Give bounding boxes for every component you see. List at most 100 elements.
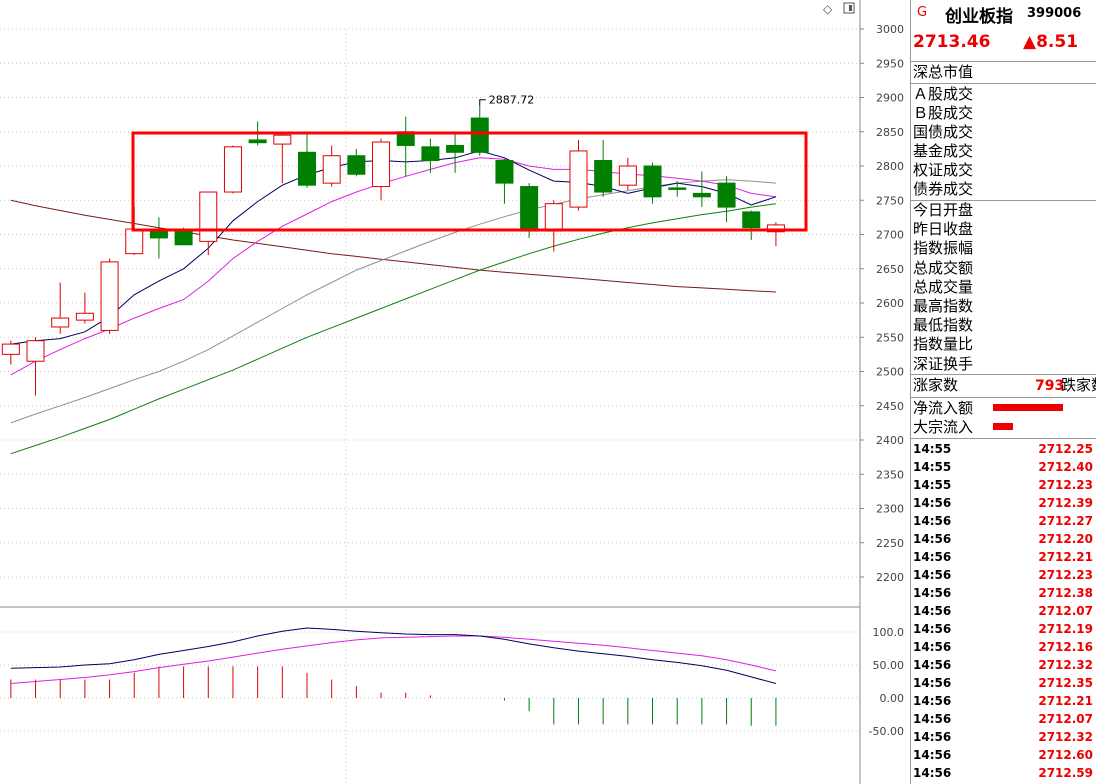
tick-price: 2712.27 (1038, 514, 1093, 528)
candle-up (544, 203, 563, 232)
tick-price: 2712.32 (1038, 658, 1093, 672)
tick-price: 2712.23 (1038, 478, 1093, 492)
stat-label-5: 最高指数 (913, 297, 974, 315)
rise-count: 793 (1035, 378, 1065, 394)
divider (911, 200, 1096, 201)
candle-down (692, 192, 711, 198)
turnover-label-0: Ａ股成交 (913, 85, 974, 103)
tick-row: 14:56 2712.32 (913, 656, 1096, 674)
candle-up (766, 224, 785, 233)
tick-price: 2712.60 (1038, 748, 1093, 762)
candle-down (643, 165, 662, 198)
window-toggle-icon (843, 2, 855, 14)
turnover-label-1: Ｂ股成交 (913, 104, 974, 122)
tick-price: 2712.32 (1038, 730, 1093, 744)
stat-label-2: 指数振幅 (913, 239, 974, 258)
tick-row: 14:56 2712.07 (913, 710, 1096, 728)
diamond-icon: ◇ (823, 2, 833, 16)
panel-header: G 创业板指 399006 (911, 0, 1096, 27)
y-tick-label: 2700 (876, 229, 904, 242)
tick-row: 14:56 2712.39 (913, 494, 1096, 512)
divider (911, 61, 1096, 62)
tick-row: 14:56 2712.21 (913, 692, 1096, 710)
y-tick-label: 2600 (876, 297, 904, 310)
tick-row: 14:56 2712.16 (913, 638, 1096, 656)
candle-up (223, 146, 242, 193)
tick-time: 14:55 (913, 460, 952, 474)
stat-label-8: 深证换手 (913, 354, 974, 373)
candle-up (199, 191, 218, 242)
tick-price: 2712.40 (1038, 460, 1093, 474)
candle-up (569, 150, 588, 208)
tick-time: 14:56 (913, 514, 952, 528)
tick-row: 14:56 2712.23 (913, 566, 1096, 584)
tick-price: 2712.25 (1038, 442, 1093, 456)
tick-row: 14:55 2712.40 (913, 458, 1096, 476)
net-inflow-bar (993, 404, 1063, 411)
tick-price: 2712.35 (1038, 676, 1093, 690)
y-tick-label: 2250 (876, 537, 904, 550)
tick-row: 14:56 2712.59 (913, 764, 1096, 782)
index-code: 399006 (1027, 6, 1082, 21)
tick-price: 2712.23 (1038, 568, 1093, 582)
stat-label-a-0: 深总市值 (913, 63, 974, 81)
tick-time: 14:55 (913, 442, 952, 456)
high-marker (479, 99, 486, 106)
y-tick-label: 2650 (876, 263, 904, 276)
candle-down (495, 160, 514, 184)
ma60-line (10, 203, 776, 455)
divider (911, 83, 1096, 84)
rise-label: 涨家数 (913, 376, 959, 394)
fall-label: 跌家数 (1061, 376, 1096, 394)
tick-price: 2712.39 (1038, 496, 1093, 510)
candle-down (668, 187, 687, 190)
macd-tick-label: 0.00 (880, 692, 905, 705)
stat-label-1: 昨日收盘 (913, 220, 974, 239)
candle-up (1, 343, 20, 355)
turnover-label-2: 国债成交 (913, 123, 974, 141)
flow-section: 净流入额 大宗流入 (911, 398, 1096, 438)
candle-down (594, 160, 613, 193)
candle-down (298, 151, 316, 186)
candle-down (446, 144, 465, 153)
kline-chart-area[interactable]: ◇ 3000 2950 2900 2850 2800 2750 2700 2650 2600 255… (0, 0, 910, 784)
y-tick-label: 2750 (876, 194, 904, 207)
candle-up (125, 228, 144, 255)
tick-time: 14:56 (913, 766, 952, 780)
kline-chart[interactable]: ◇ 3000 2950 2900 2850 2800 2750 2700 2650 2600 255… (0, 0, 910, 784)
tick-price: 2712.20 (1038, 532, 1093, 546)
tick-time: 14:56 (913, 496, 952, 510)
y-tick-label: 3000 (876, 23, 904, 36)
tick-price: 2712.07 (1038, 712, 1093, 726)
tick-time: 14:55 (913, 478, 952, 492)
tick-row: 14:56 2712.20 (913, 530, 1096, 548)
macd-tick-label: 50.00 (873, 659, 905, 672)
stat-label-6: 最低指数 (913, 316, 974, 335)
candle-up (322, 155, 341, 184)
y-tick-label: 2200 (876, 571, 904, 584)
candle-down (742, 211, 761, 229)
block-inflow-label: 大宗流入 (913, 418, 974, 436)
tick-time: 14:56 (913, 532, 952, 546)
tick-time: 14:56 (913, 568, 952, 582)
tick-price: 2712.21 (1038, 550, 1093, 564)
tick-time: 14:56 (913, 694, 952, 708)
macd-dea-line (10, 635, 777, 684)
turnover-label-5: 债券成交 (913, 180, 974, 198)
tick-row: 14:56 2712.38 (913, 584, 1096, 602)
divider (911, 374, 1096, 375)
candle-down (717, 182, 736, 208)
tick-price: 2712.07 (1038, 604, 1093, 618)
stat-label-0: 今日开盘 (913, 201, 974, 219)
tick-row: 14:56 2712.19 (913, 620, 1096, 638)
tick-row: 14:55 2712.25 (913, 440, 1096, 458)
candle-up (273, 134, 292, 145)
y-tick-label: 2850 (876, 126, 904, 139)
tick-row: 14:56 2712.21 (913, 548, 1096, 566)
window-toggle-icon-inner (849, 5, 852, 11)
high-price-label: 2887.72 (489, 94, 535, 107)
price-change: ▲8.51 (1023, 32, 1079, 52)
candle-up (100, 261, 119, 331)
block-inflow-bar (993, 423, 1013, 430)
candle-down (421, 146, 440, 162)
